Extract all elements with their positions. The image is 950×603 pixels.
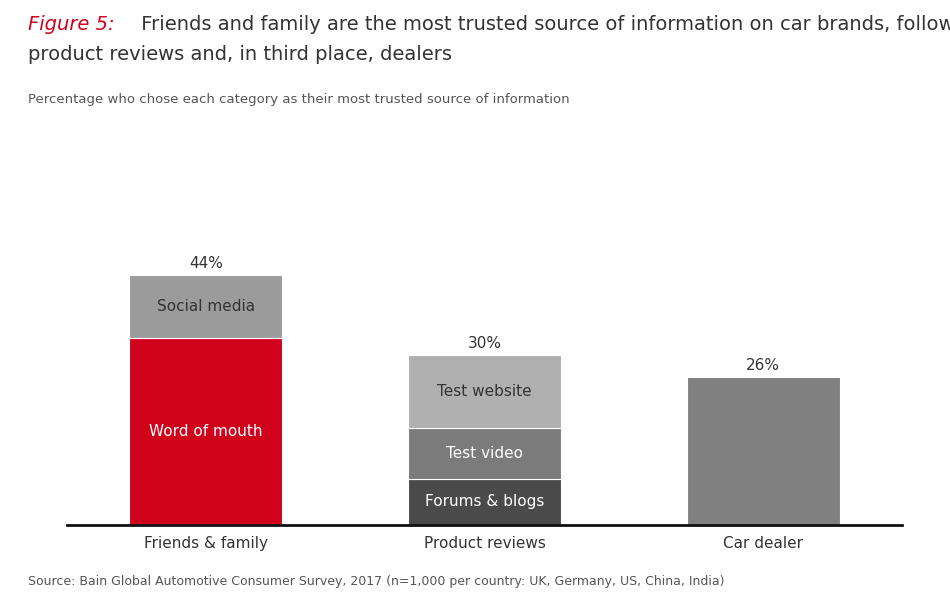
Text: product reviews and, in third place, dealers: product reviews and, in third place, dea… bbox=[28, 45, 452, 65]
Text: 26%: 26% bbox=[746, 358, 780, 373]
Text: Friends and family are the most trusted source of information on car brands, fol: Friends and family are the most trusted … bbox=[135, 15, 950, 34]
Text: Forums & blogs: Forums & blogs bbox=[425, 494, 544, 510]
Bar bbox=[687, 377, 840, 525]
Bar bbox=[129, 338, 282, 525]
Text: Percentage who chose each category as their most trusted source of information: Percentage who chose each category as th… bbox=[28, 93, 570, 107]
Bar bbox=[408, 479, 561, 525]
Bar bbox=[129, 275, 282, 338]
Text: 44%: 44% bbox=[189, 256, 222, 271]
Text: Social media: Social media bbox=[157, 299, 255, 314]
Bar bbox=[408, 355, 561, 428]
Text: Word of mouth: Word of mouth bbox=[149, 423, 262, 438]
Text: Figure 5:: Figure 5: bbox=[28, 15, 115, 34]
Text: Source: Bain Global Automotive Consumer Survey, 2017 (n=1,000 per country: UK, G: Source: Bain Global Automotive Consumer … bbox=[28, 575, 725, 588]
Text: Test video: Test video bbox=[446, 446, 523, 461]
Bar bbox=[408, 428, 561, 479]
Text: Test website: Test website bbox=[437, 384, 532, 399]
Text: 30%: 30% bbox=[467, 336, 502, 350]
